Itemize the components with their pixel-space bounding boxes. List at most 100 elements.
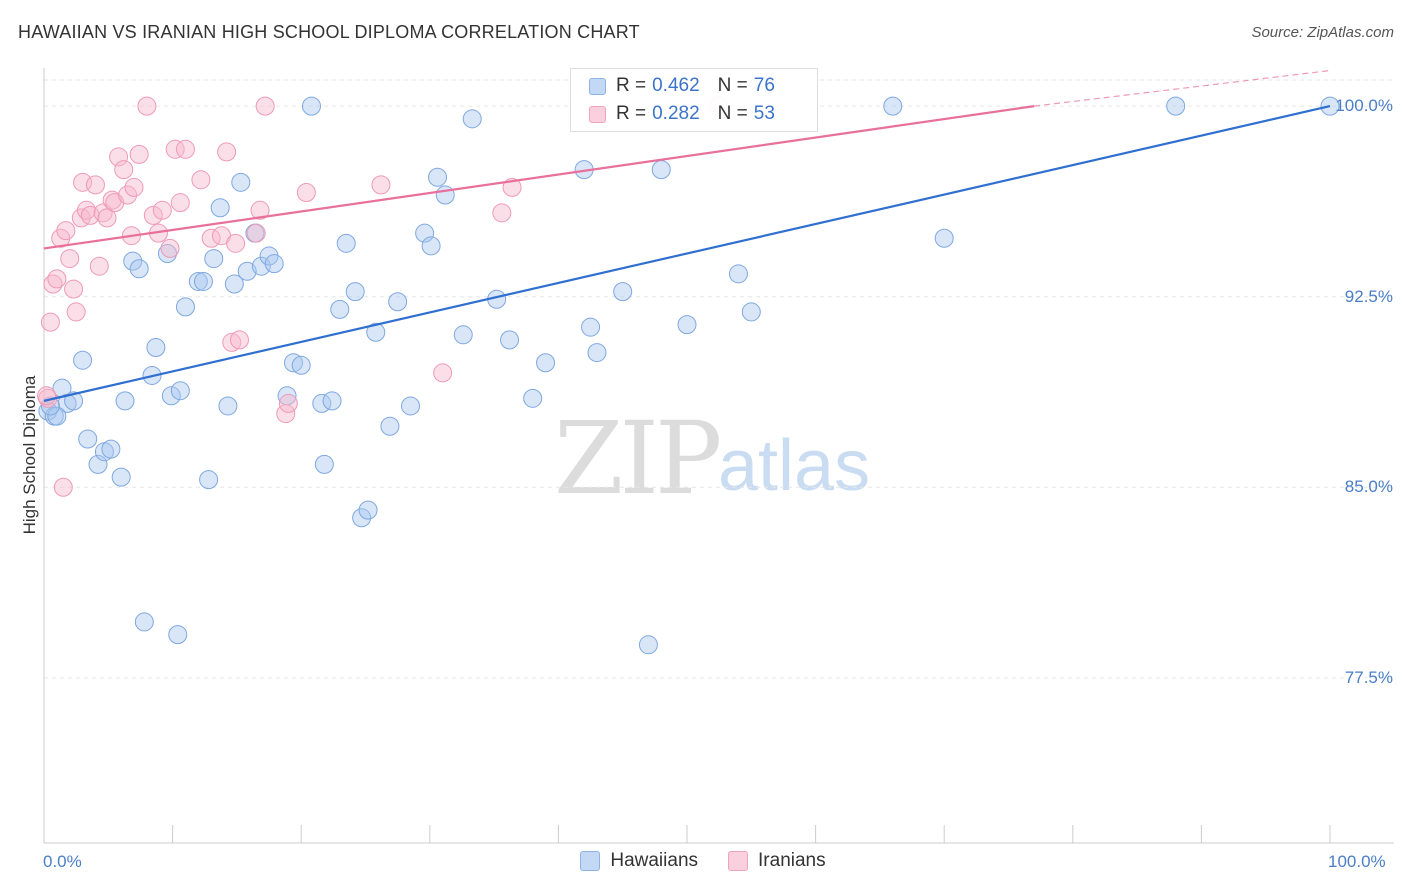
chart-title: HAWAIIAN VS IRANIAN HIGH SCHOOL DIPLOMA … xyxy=(18,22,640,42)
data-point-iranians xyxy=(102,190,122,210)
data-point-iranians xyxy=(278,393,298,413)
data-point-hawaiians xyxy=(64,391,84,411)
data-point-hawaiians xyxy=(264,254,284,274)
data-point-iranians xyxy=(160,238,180,258)
data-point-hawaiians xyxy=(415,223,435,243)
data-point-hawaiians xyxy=(428,167,448,187)
data-point-hawaiians xyxy=(291,355,311,375)
legend-swatch-iranians xyxy=(728,851,749,871)
data-point-hawaiians xyxy=(934,228,954,248)
legend-n-value-hawaiians: 76 xyxy=(753,75,775,96)
data-point-hawaiians xyxy=(587,343,607,363)
data-point-iranians xyxy=(60,249,80,269)
data-point-iranians xyxy=(47,269,67,289)
legend-r-label: R = xyxy=(616,75,647,96)
data-point-hawaiians xyxy=(111,467,131,487)
legend-item-hawaiians[interactable]: Hawaiians xyxy=(580,850,698,872)
data-point-hawaiians xyxy=(536,353,556,373)
source-label: Source: ZipAtlas.com xyxy=(1251,24,1394,41)
legend-label-hawaiians: Hawaiians xyxy=(610,850,699,871)
y-axis-label: High School Diploma xyxy=(20,375,39,535)
data-point-hawaiians xyxy=(88,454,108,474)
data-point-iranians xyxy=(85,175,105,195)
data-point-iranians xyxy=(296,183,316,203)
data-point-iranians xyxy=(165,139,185,159)
data-point-hawaiians xyxy=(283,353,303,373)
data-point-iranians xyxy=(191,170,211,190)
data-point-hawaiians xyxy=(199,470,219,490)
data-point-hawaiians xyxy=(134,612,154,632)
data-point-iranians xyxy=(40,312,60,332)
x-tick-label-max: 100.0% xyxy=(1328,852,1386,871)
data-point-hawaiians xyxy=(728,264,748,284)
data-point-iranians xyxy=(97,208,117,228)
legend-row-iranians: R = 0.282 N = 53 xyxy=(589,101,775,127)
x-tick-label-min: 0.0% xyxy=(43,852,82,871)
data-point-iranians xyxy=(246,223,266,243)
data-point-hawaiians xyxy=(123,251,143,271)
legend-n-value-iranians: 53 xyxy=(753,103,775,124)
data-point-hawaiians xyxy=(638,635,658,655)
data-point-hawaiians xyxy=(73,350,93,370)
data-point-iranians xyxy=(76,200,96,220)
y-tick-label: 85.0% xyxy=(1344,477,1393,497)
data-point-hawaiians xyxy=(193,271,213,291)
data-point-hawaiians xyxy=(1166,96,1186,116)
data-point-hawaiians xyxy=(78,429,98,449)
data-point-iranians xyxy=(433,363,453,383)
data-point-hawaiians xyxy=(224,274,244,294)
y-tick-label: 100.0% xyxy=(1335,96,1393,116)
data-point-iranians xyxy=(492,203,512,223)
data-point-iranians xyxy=(222,332,242,352)
data-point-hawaiians xyxy=(161,386,181,406)
data-point-hawaiians xyxy=(352,508,372,528)
legend-n-label: N = xyxy=(717,75,748,96)
data-point-hawaiians xyxy=(421,236,441,256)
data-point-iranians xyxy=(56,221,76,241)
data-point-hawaiians xyxy=(237,261,257,281)
legend-item-iranians[interactable]: Iranians xyxy=(728,850,826,872)
data-point-iranians xyxy=(118,185,138,205)
data-point-iranians xyxy=(143,205,163,225)
data-point-hawaiians xyxy=(129,259,149,279)
data-point-hawaiians xyxy=(613,282,633,302)
data-point-hawaiians xyxy=(170,381,190,401)
data-point-iranians xyxy=(43,274,63,294)
data-point-hawaiians xyxy=(401,396,421,416)
legend-r-label: R = xyxy=(616,103,647,124)
data-point-iranians xyxy=(109,147,129,167)
data-point-hawaiians xyxy=(314,454,334,474)
data-point-iranians xyxy=(114,160,134,180)
data-point-iranians xyxy=(226,233,246,253)
data-point-hawaiians xyxy=(210,198,230,218)
watermark-atlas: atlas xyxy=(718,426,871,506)
data-point-iranians xyxy=(53,477,73,497)
data-point-hawaiians xyxy=(366,322,386,342)
y-tick-label: 92.5% xyxy=(1344,286,1393,306)
data-point-hawaiians xyxy=(380,416,400,436)
data-point-hawaiians xyxy=(523,388,543,408)
legend-r-value-hawaiians: 0.462 xyxy=(652,75,700,96)
data-point-iranians xyxy=(371,175,391,195)
data-point-iranians xyxy=(64,279,84,299)
trend-line-hawaiians xyxy=(43,105,1331,402)
data-point-hawaiians xyxy=(47,406,67,426)
data-point-iranians xyxy=(137,96,157,116)
data-point-hawaiians xyxy=(651,160,671,180)
data-point-iranians xyxy=(37,386,57,406)
legend-swatch-hawaiians xyxy=(580,851,601,871)
data-point-hawaiians xyxy=(453,325,473,345)
data-point-hawaiians xyxy=(101,439,121,459)
data-point-iranians xyxy=(152,200,172,220)
data-point-hawaiians xyxy=(204,249,224,269)
legend-n-label: N = xyxy=(717,103,748,124)
data-point-iranians xyxy=(89,256,109,276)
data-point-hawaiians xyxy=(115,391,135,411)
data-point-hawaiians xyxy=(388,292,408,312)
data-point-iranians xyxy=(170,193,190,213)
data-point-hawaiians xyxy=(677,315,697,335)
data-point-hawaiians xyxy=(188,271,208,291)
data-point-hawaiians xyxy=(741,302,761,322)
data-point-iranians xyxy=(66,302,86,322)
